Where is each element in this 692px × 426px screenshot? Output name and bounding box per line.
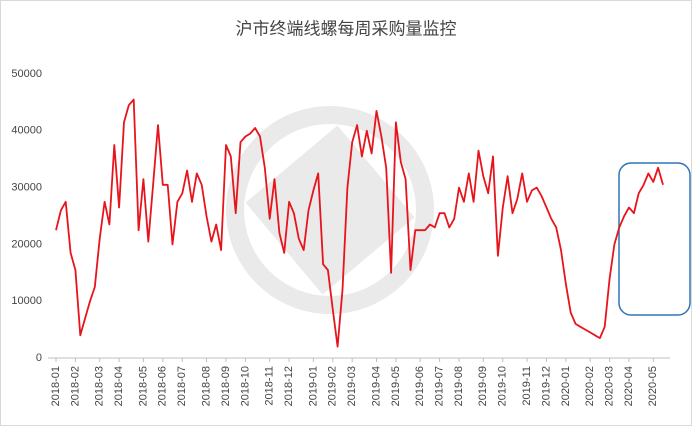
chart-title: 沪市终端线螺每周采购量监控 <box>236 19 457 38</box>
x-tick-label: 2018-02 <box>69 366 81 406</box>
x-tick-label: 2018-04 <box>113 366 125 406</box>
y-tick-label: 10000 <box>11 295 42 307</box>
y-tick-label: 20000 <box>11 238 42 250</box>
x-tick-label: 2018-06 <box>157 366 169 406</box>
x-tick-label: 2019-07 <box>434 366 446 406</box>
x-tick-label: 2019-01 <box>307 366 319 406</box>
x-tick-label: 2018-11 <box>264 366 276 406</box>
x-tick-label: 2018-07 <box>176 366 188 406</box>
x-tick-label: 2018-05 <box>137 366 149 406</box>
x-tick-label: 2019-02 <box>327 366 339 406</box>
x-tick-label: 2019-11 <box>521 366 533 406</box>
x-tick-label: 2018-10 <box>239 366 251 406</box>
x-tick-label: 2018-01 <box>50 366 62 406</box>
x-tick-label: 2018-12 <box>283 366 295 406</box>
x-tick-label: 2019-03 <box>346 366 358 406</box>
x-tick-label: 2020-03 <box>603 366 615 406</box>
x-tick-label: 2018-08 <box>200 366 212 406</box>
y-tick-label: 0 <box>36 352 42 364</box>
x-tick-label: 2018-03 <box>94 366 106 406</box>
data-line <box>55 98 664 348</box>
watermark <box>226 106 434 314</box>
x-tick-label: 2019-09 <box>477 366 489 406</box>
x-tick-label: 2018-09 <box>220 366 232 406</box>
x-tick-label: 2020-04 <box>623 366 635 406</box>
x-tick-label: 2020-01 <box>560 366 572 406</box>
x-tick-label: 2020-05 <box>647 366 659 406</box>
y-tick-label: 30000 <box>11 182 42 194</box>
y-tick-label: 50000 <box>11 68 42 80</box>
x-tick-label: 2019-06 <box>414 366 426 406</box>
x-tick-label: 2019-12 <box>540 366 552 406</box>
x-tick-label: 2019-08 <box>453 366 465 406</box>
x-tick-label: 2019-10 <box>497 366 509 406</box>
x-tick-label: 2019-04 <box>370 366 382 406</box>
x-tick-label: 2020-02 <box>584 366 596 406</box>
highlight-box <box>618 162 691 316</box>
x-tick-label: 2019-05 <box>390 366 402 406</box>
y-tick-label: 40000 <box>11 125 42 137</box>
